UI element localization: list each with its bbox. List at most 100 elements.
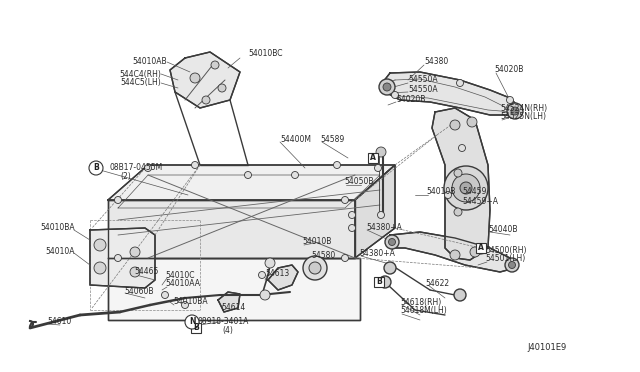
Text: 54380+A: 54380+A	[359, 248, 395, 257]
Text: 544C4(RH): 544C4(RH)	[119, 70, 161, 78]
Ellipse shape	[349, 224, 355, 231]
Text: (4): (4)	[222, 327, 233, 336]
Ellipse shape	[260, 290, 270, 300]
Text: 54050B: 54050B	[344, 177, 374, 186]
FancyBboxPatch shape	[191, 323, 201, 333]
Ellipse shape	[384, 262, 396, 274]
Ellipse shape	[374, 164, 381, 171]
Text: 54060B: 54060B	[124, 286, 154, 295]
Text: 54010A: 54010A	[45, 247, 75, 256]
Ellipse shape	[450, 120, 460, 130]
Polygon shape	[90, 228, 155, 288]
Ellipse shape	[392, 92, 399, 99]
Text: 08918-3401A: 08918-3401A	[197, 317, 248, 327]
Text: A: A	[370, 154, 376, 163]
FancyBboxPatch shape	[368, 153, 378, 163]
Polygon shape	[432, 108, 490, 260]
Ellipse shape	[342, 196, 349, 203]
Ellipse shape	[460, 182, 472, 194]
Text: 54525N(LH): 54525N(LH)	[500, 112, 546, 122]
Ellipse shape	[383, 83, 391, 91]
Polygon shape	[108, 165, 395, 200]
Polygon shape	[218, 292, 240, 312]
Ellipse shape	[509, 262, 515, 269]
Text: 54040B: 54040B	[488, 225, 518, 234]
Text: A: A	[478, 244, 484, 253]
Ellipse shape	[218, 84, 226, 92]
Polygon shape	[390, 232, 515, 272]
Ellipse shape	[115, 196, 122, 203]
Text: 54400M: 54400M	[280, 135, 311, 144]
Text: 54614: 54614	[221, 304, 245, 312]
Text: 54459+A: 54459+A	[462, 196, 498, 205]
Ellipse shape	[376, 147, 386, 157]
Ellipse shape	[265, 258, 275, 268]
Text: 54613: 54613	[265, 269, 289, 278]
Ellipse shape	[450, 250, 460, 260]
Ellipse shape	[259, 272, 266, 279]
Ellipse shape	[511, 107, 519, 115]
Text: 54501(LH): 54501(LH)	[485, 254, 525, 263]
Text: 54622: 54622	[425, 279, 449, 288]
Text: J40101E9: J40101E9	[528, 343, 567, 353]
Ellipse shape	[291, 171, 298, 179]
Ellipse shape	[303, 256, 327, 280]
Ellipse shape	[244, 171, 252, 179]
Ellipse shape	[182, 301, 189, 308]
Ellipse shape	[202, 96, 210, 104]
Text: 54010AB: 54010AB	[132, 58, 167, 67]
Ellipse shape	[145, 164, 152, 171]
Text: 54010BA: 54010BA	[40, 224, 75, 232]
Text: 54020B: 54020B	[494, 65, 524, 74]
Text: 54010C: 54010C	[165, 270, 195, 279]
Ellipse shape	[470, 247, 480, 257]
Text: B: B	[193, 324, 199, 333]
Text: 54380: 54380	[424, 58, 448, 67]
Circle shape	[89, 161, 103, 175]
Text: 54010B: 54010B	[426, 187, 456, 196]
Text: B: B	[93, 164, 99, 173]
Text: 54010AA: 54010AA	[165, 279, 200, 289]
Polygon shape	[108, 258, 360, 320]
Ellipse shape	[505, 258, 519, 272]
Text: (2): (2)	[120, 173, 131, 182]
Ellipse shape	[454, 169, 462, 177]
Ellipse shape	[190, 73, 200, 83]
Ellipse shape	[130, 247, 140, 257]
Text: 08B17-0455M: 08B17-0455M	[110, 164, 163, 173]
Text: 54010B: 54010B	[302, 237, 332, 247]
Ellipse shape	[191, 161, 198, 169]
Text: 54380+A: 54380+A	[366, 224, 402, 232]
Text: 54465: 54465	[134, 267, 158, 276]
Polygon shape	[355, 165, 395, 258]
Ellipse shape	[445, 192, 451, 199]
Polygon shape	[383, 72, 520, 115]
Text: 54618(RH): 54618(RH)	[400, 298, 441, 307]
Polygon shape	[170, 52, 240, 108]
Ellipse shape	[94, 239, 106, 251]
Ellipse shape	[385, 235, 399, 249]
Ellipse shape	[342, 254, 349, 262]
Text: 54500(RH): 54500(RH)	[485, 246, 527, 254]
FancyBboxPatch shape	[476, 243, 486, 253]
Ellipse shape	[379, 79, 395, 95]
Text: 54020B: 54020B	[396, 96, 426, 105]
Ellipse shape	[349, 212, 355, 218]
Ellipse shape	[115, 254, 122, 262]
Ellipse shape	[506, 96, 513, 103]
Text: 54610: 54610	[47, 317, 71, 327]
Ellipse shape	[309, 262, 321, 274]
Ellipse shape	[507, 103, 523, 119]
Ellipse shape	[211, 61, 219, 69]
Ellipse shape	[388, 238, 396, 246]
Text: 54524N(RH): 54524N(RH)	[500, 103, 547, 112]
Ellipse shape	[452, 174, 480, 202]
Ellipse shape	[456, 80, 463, 87]
Ellipse shape	[94, 262, 106, 274]
Polygon shape	[108, 200, 355, 258]
Text: 54618M(LH): 54618M(LH)	[400, 307, 447, 315]
Text: 54589: 54589	[320, 135, 344, 144]
Ellipse shape	[467, 117, 477, 127]
Text: N: N	[189, 317, 195, 327]
Text: 54550A: 54550A	[408, 76, 438, 84]
